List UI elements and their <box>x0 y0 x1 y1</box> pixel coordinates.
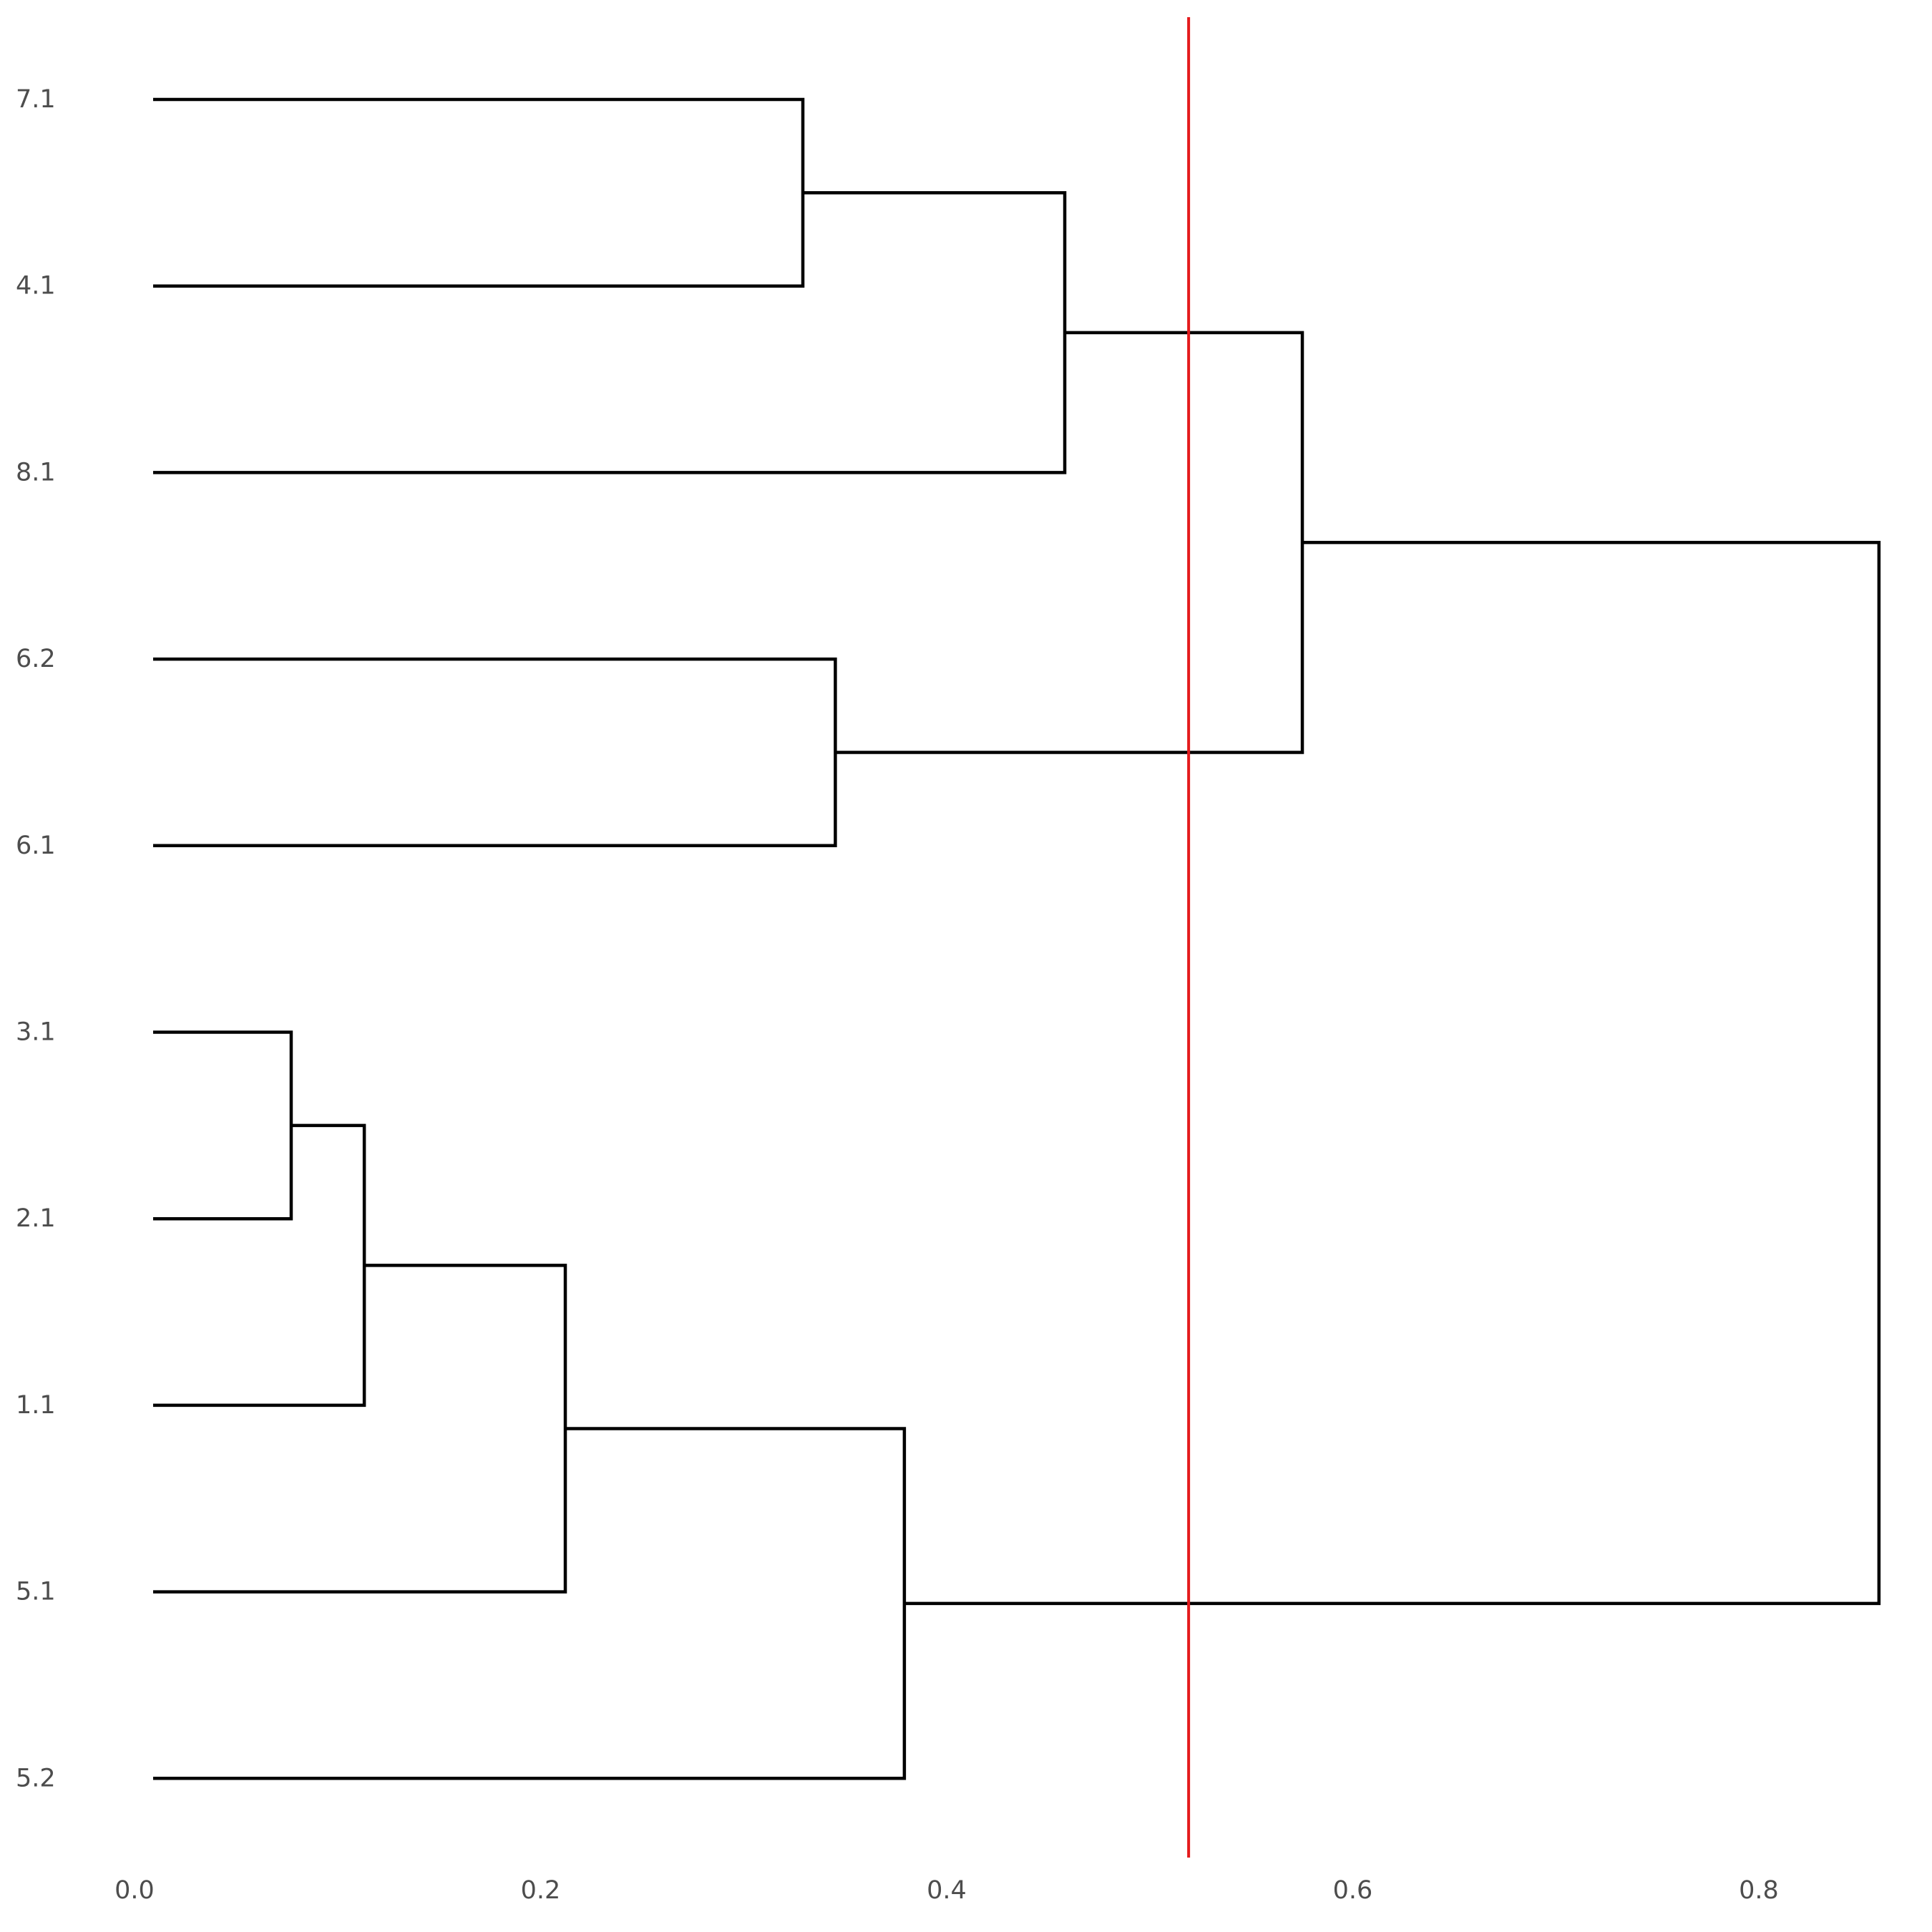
leaf-label: 7.1 <box>16 85 56 114</box>
leaf-label: 4.1 <box>16 272 56 301</box>
branch-m4 <box>153 97 805 288</box>
leaf-label: 1.1 <box>16 1391 56 1420</box>
x-axis: 0.0 0.2 0.4 0.6 0.8 <box>114 1876 1779 1905</box>
x-tick-label: 0.6 <box>1333 1876 1373 1905</box>
branch-m9 <box>904 540 1881 1606</box>
leaf-labels-group: 7.1 4.1 8.1 6.2 6.1 3.1 2.1 1.1 5.1 5.2 <box>16 85 56 1792</box>
leaf-label: 8.1 <box>16 458 56 487</box>
x-tick-label: 0.0 <box>114 1876 155 1905</box>
branch-m5 <box>153 657 837 848</box>
x-tick-label: 0.4 <box>927 1876 967 1905</box>
branch-m1 <box>153 1030 293 1221</box>
leaf-label: 2.1 <box>16 1204 56 1233</box>
branch-m7 <box>153 191 1067 474</box>
branch-m3 <box>153 1264 567 1594</box>
leaf-label: 6.1 <box>16 831 56 860</box>
branches-group <box>153 97 1881 1780</box>
leaf-label: 6.2 <box>16 645 56 673</box>
leaf-label: 3.1 <box>16 1018 56 1047</box>
branch-m2 <box>153 1123 366 1407</box>
leaf-label: 5.2 <box>16 1764 56 1792</box>
x-tick-label: 0.2 <box>521 1876 561 1905</box>
x-tick-label: 0.8 <box>1739 1876 1779 1905</box>
branch-m8 <box>835 331 1304 754</box>
branch-m6 <box>153 1427 907 1780</box>
leaf-label: 5.1 <box>16 1578 56 1606</box>
